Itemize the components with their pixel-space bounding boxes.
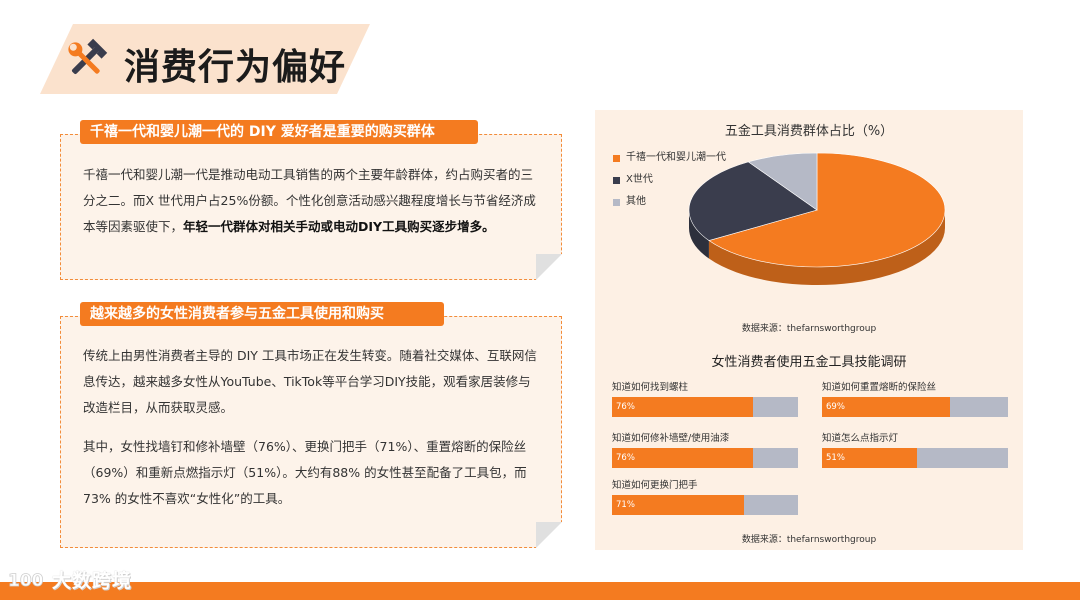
footer-logo: 100 大数跨境 [8, 566, 132, 592]
pie-chart [688, 152, 946, 285]
section-title-buyers: 千禧一代和婴儿潮一代的 DIY 爱好者是重要的购买群体 [80, 120, 478, 144]
pie-slice-side [708, 210, 945, 285]
legend-swatch-dark [613, 177, 620, 184]
tools-icon [68, 38, 108, 75]
title-background [40, 24, 370, 94]
brand-logo-icon: 100 [8, 571, 44, 590]
skill-item: 知道如何重置熔断的保险丝 69% [822, 381, 1008, 417]
brand-name: 大数跨境 [52, 569, 133, 592]
legend-label: 其他 [626, 196, 646, 207]
buyers-paragraph: 千禧一代和婴儿潮一代是推动电动工具销售的两个主要年龄群体，约占购买者的三分之二。… [83, 162, 539, 240]
pie-slice-side [689, 210, 709, 259]
legend-swatch-gray [613, 199, 620, 206]
skill-bar-fill [822, 397, 951, 417]
skill-label: 知道如何找到螺柱 [612, 382, 689, 393]
skill-percent: 76% [616, 402, 635, 412]
skill-label: 知道如何修补墙壁/使用油漆 [612, 433, 730, 444]
footer-bar [0, 582, 1080, 600]
skills-chart-title: 女性消费者使用五金工具技能调研 [711, 355, 907, 370]
skill-percent: 51% [826, 453, 845, 463]
legend-label: X世代 [626, 174, 653, 185]
pie-legend: 千禧一代和婴儿潮一代 X世代 其他 [613, 152, 726, 218]
skill-bar-track: 76% [612, 448, 798, 468]
svg-text:100: 100 [8, 571, 44, 590]
skill-bar-track: 76% [612, 397, 798, 417]
chart-area: 五金工具消费群体占比（%） 千禧一代和婴儿潮一代 X世代 其他 数据来源：the… [595, 110, 1023, 550]
skill-bar-track: 69% [822, 397, 1008, 417]
section-title-women: 越来越多的女性消费者参与五金工具使用和购买 [80, 302, 444, 326]
skill-percent: 76% [616, 453, 635, 463]
skill-bar-track: 71% [612, 495, 798, 515]
skill-item: 知道怎么点指示灯 51% [822, 432, 1008, 468]
skill-label: 知道如何重置熔断的保险丝 [822, 382, 937, 393]
pie-chart-title: 五金工具消费群体占比（%） [724, 124, 894, 139]
page-fold-corner [536, 254, 562, 280]
pie-slice [747, 152, 818, 211]
skill-label: 知道怎么点指示灯 [822, 433, 899, 444]
skill-bar-fill [822, 448, 917, 468]
buyers-text-highlight: 年轻一代群体对相关手动或电动DIY工具购买逐步增多。 [183, 219, 495, 234]
skill-bar-fill [612, 397, 754, 417]
legend-swatch-orange [613, 155, 620, 162]
buyers-text: 千禧一代和婴儿潮一代是推动电动工具销售的两个主要年龄群体，约占购买者的三分之二。… [83, 167, 536, 234]
page-fold-corner [536, 522, 562, 548]
pie-slice [708, 152, 946, 268]
skill-item: 知道如何更换门把手 71% [612, 479, 798, 515]
women-paragraph-1: 传统上由男性消费者主导的 DIY 工具市场正在发生转变。随着社交媒体、互联网信息… [83, 348, 537, 415]
legend-item-genx: X世代 [613, 174, 726, 196]
page-fold-flap [536, 522, 562, 548]
women-paragraph-2: 其中，女性找墙钉和修补墙壁（76%）、更换门把手（71%）、重置熔断的保险丝（6… [83, 439, 527, 506]
women-paragraphs: 传统上由男性消费者主导的 DIY 工具市场正在发生转变。随着社交媒体、互联网信息… [83, 343, 539, 512]
skill-percent: 71% [616, 500, 635, 510]
legend-item-millennials: 千禧一代和婴儿潮一代 [613, 152, 726, 174]
paragraph-gap [83, 421, 539, 434]
skill-percent: 69% [826, 402, 845, 412]
info-panel-women: 传统上由男性消费者主导的 DIY 工具市场正在发生转变。随着社交媒体、互联网信息… [60, 316, 562, 548]
title-banner: 消费行为偏好 [40, 24, 370, 94]
legend-label: 千禧一代和婴儿潮一代 [626, 152, 726, 163]
pie-source: 数据来源：thefarnsworthgroup [741, 324, 877, 334]
page-fold-flap [536, 254, 562, 280]
info-panel-buyers: 千禧一代和婴儿潮一代是推动电动工具销售的两个主要年龄群体，约占购买者的三分之二。… [60, 134, 562, 280]
pie-slice [688, 161, 818, 241]
skill-item: 知道如何修补墙壁/使用油漆 76% [612, 432, 798, 468]
skill-item: 知道如何找到螺柱 76% [612, 381, 798, 417]
skills-source: 数据来源：thefarnsworthgroup [741, 535, 877, 545]
legend-item-other: 其他 [613, 196, 726, 218]
skill-label: 知道如何更换门把手 [612, 480, 698, 491]
page-title: 消费行为偏好 [124, 47, 347, 88]
skill-bar-fill [612, 448, 754, 468]
skill-bar-track: 51% [822, 448, 1008, 468]
skill-bar-fill [612, 495, 745, 515]
